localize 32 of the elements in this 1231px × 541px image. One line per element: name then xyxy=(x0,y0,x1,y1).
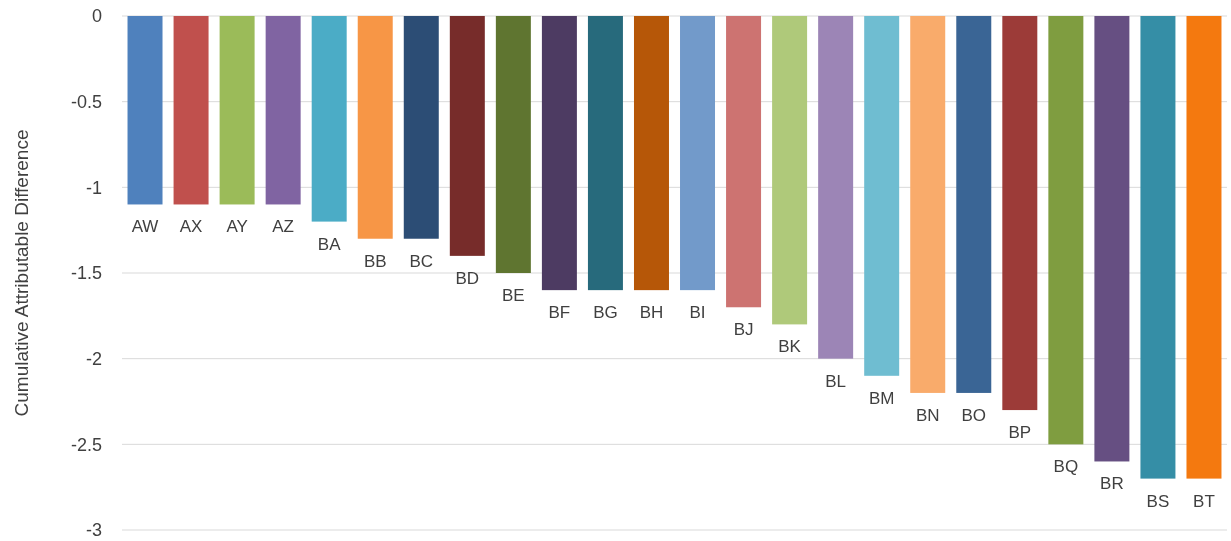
x-tick-label: BF xyxy=(548,303,571,323)
x-tick-label: AX xyxy=(179,217,203,237)
x-tick-label: BI xyxy=(689,303,706,323)
y-tick-label: -3 xyxy=(85,520,102,541)
y-tick-label: -0.5 xyxy=(70,91,102,112)
x-tick-label: AZ xyxy=(272,217,295,237)
x-tick-label: BK xyxy=(778,337,802,357)
x-tick-label: BJ xyxy=(733,320,754,340)
x-tick-label: AY xyxy=(226,217,248,237)
x-tick-label: BL xyxy=(825,371,847,391)
y-tick-label: -1.5 xyxy=(70,263,102,284)
x-tick-label: BH xyxy=(639,303,664,323)
x-tick-label: BD xyxy=(455,268,480,288)
y-axis-title: Cumulative Attributable Difference xyxy=(11,129,32,417)
y-tick-label: -2.5 xyxy=(70,434,102,455)
x-tick-label: BR xyxy=(1100,474,1124,494)
y-tick-label: -1 xyxy=(85,177,102,198)
x-tick-label: BT xyxy=(1193,491,1215,511)
x-tick-label: BE xyxy=(502,286,525,305)
x-tick-label: BN xyxy=(915,405,940,425)
x-tick-label: BQ xyxy=(1053,457,1079,477)
y-tick-label: -2 xyxy=(85,348,102,369)
x-tick-label: BB xyxy=(363,251,387,271)
x-tick-label: BM xyxy=(868,388,895,408)
x-tick-label: BG xyxy=(593,303,618,323)
x-tick-label: BA xyxy=(317,234,342,254)
x-tick-label: BS xyxy=(1146,491,1170,511)
y-tick-label: 0 xyxy=(91,6,102,27)
x-tick-label: BC xyxy=(409,251,434,271)
x-tick-label: BP xyxy=(1008,423,1032,443)
x-tick-label: BO xyxy=(961,405,987,425)
x-tick-label: AW xyxy=(131,217,159,237)
